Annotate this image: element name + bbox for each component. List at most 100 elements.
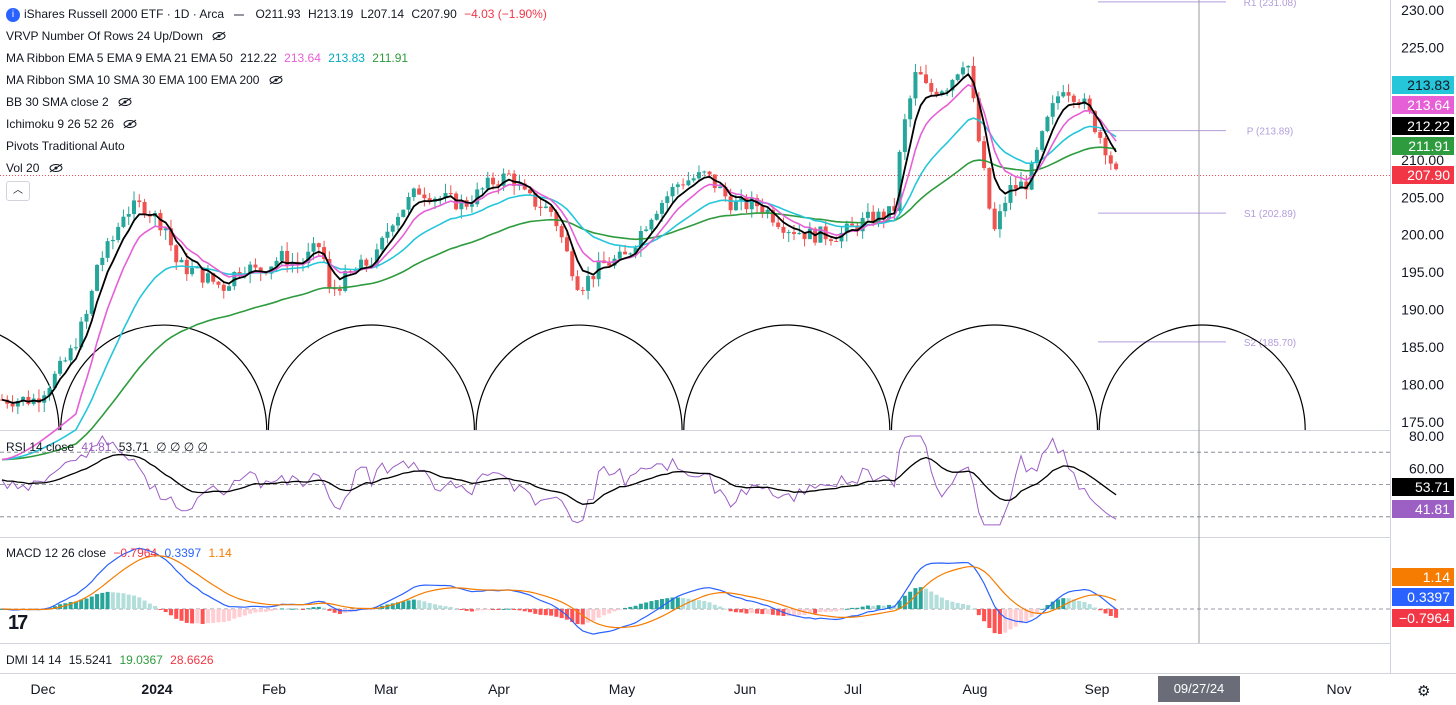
time-axis-label: Jun (734, 681, 757, 697)
macd-histogram-bar (110, 592, 115, 609)
collapse-legend-button[interactable]: ︿ (6, 181, 30, 201)
candle-body (718, 186, 723, 189)
candle-body (337, 288, 342, 291)
macd-histogram-bar (1087, 604, 1092, 609)
candle-body (844, 223, 849, 233)
candle-body (168, 228, 173, 246)
macd-histogram-bar (142, 600, 147, 609)
symbol-icon: i (6, 7, 20, 22)
symbol-legend[interactable]: i iShares Russell 2000 ETF · 1D · Arca O2… (6, 6, 547, 23)
macd-histogram-bar (887, 604, 892, 609)
candle-body (137, 200, 142, 203)
macd-histogram-bar (1061, 598, 1066, 609)
candle-body (744, 197, 749, 210)
macd-signal-value: 1.14 (208, 546, 232, 560)
macd-histogram-bar (147, 603, 152, 609)
candle-body (823, 226, 828, 240)
candle-body (902, 119, 907, 152)
dmi-legend[interactable]: DMI 14 14 15.5241 19.0367 28.6626 (6, 652, 214, 668)
candle-body (765, 209, 770, 213)
candle-body (887, 206, 892, 220)
candle-body (628, 253, 633, 255)
vrvp-legend[interactable]: VRVP Number Of Rows 24 Up/Down (6, 28, 226, 45)
candle-body (1061, 92, 1066, 97)
eye-slash-icon[interactable] (118, 95, 132, 111)
macd-histogram-bar (95, 594, 100, 609)
candle-body (105, 241, 110, 258)
candle-body (934, 91, 939, 95)
candle-body (158, 213, 163, 231)
macd-histogram-bar (918, 587, 923, 609)
macd-histogram-bar (153, 606, 158, 609)
ema-ribbon-legend[interactable]: MA Ribbon EMA 5 EMA 9 EMA 21 EMA 50 212.… (6, 50, 408, 66)
candle-body (369, 264, 374, 266)
macd-legend[interactable]: MACD 12 26 close −0.7964 0.3397 1.14 (6, 545, 232, 561)
candle-body (591, 276, 596, 280)
candle-body (163, 228, 168, 231)
bb-legend[interactable]: BB 30 SMA close 2 (6, 94, 132, 111)
candle-body (987, 168, 992, 209)
price-axis-tick: 200.00 (1401, 227, 1444, 243)
macd-histogram-bar (73, 601, 78, 609)
candle-body (142, 202, 147, 215)
macd-histogram-bar (448, 606, 453, 609)
rsi-axis-tick: 60.00 (1409, 460, 1444, 476)
eye-slash-icon[interactable] (269, 73, 283, 89)
ema5-price-tag: 212.22 (1392, 117, 1454, 135)
macd-histogram-bar (1056, 599, 1060, 609)
pivots-legend[interactable]: Pivots Traditional Auto (6, 138, 125, 154)
cycle-arc (683, 324, 891, 431)
candle-body (274, 260, 279, 267)
candle-body (1050, 103, 1055, 117)
macd-histogram-bar (52, 606, 57, 609)
macd-histogram-bar (1092, 607, 1097, 609)
macd-histogram-bar (797, 609, 802, 616)
macd-histogram-bar (670, 597, 675, 609)
macd-histogram-bar (1019, 609, 1024, 624)
candle-body (327, 258, 332, 289)
macd-histogram-bar (258, 609, 263, 613)
candle-body (543, 206, 548, 208)
macd-line-value: 0.3397 (164, 546, 202, 560)
eye-slash-icon[interactable] (123, 117, 137, 133)
candle-body (248, 264, 253, 275)
time-axis-label: Sep (1085, 681, 1110, 697)
candle-body (237, 272, 242, 275)
rsi-label: RSI 14 close (6, 440, 75, 454)
candle-body (670, 186, 675, 197)
vol-legend[interactable]: Vol 20 (6, 160, 63, 177)
macd-histogram-bar (770, 609, 775, 615)
macd-histogram-bar (929, 591, 934, 609)
ema9-value: 213.64 (284, 51, 321, 65)
bb-label: BB 30 SMA close 2 (6, 95, 109, 109)
candle-body (955, 74, 960, 80)
macd-histogram-bar (744, 609, 749, 614)
macd-histogram-bar (116, 592, 121, 609)
eye-icon[interactable] (233, 7, 245, 23)
macd-histogram-bar (184, 609, 189, 623)
gear-icon[interactable]: ⚙ (1417, 683, 1431, 700)
eye-slash-icon[interactable] (212, 29, 226, 45)
macd-histogram-bar (1013, 609, 1018, 627)
candle-body (665, 196, 670, 203)
candle-body (190, 267, 195, 275)
candle-body (865, 211, 870, 218)
vol-label: Vol 20 (6, 161, 40, 175)
sma-ribbon-legend[interactable]: MA Ribbon SMA 10 SMA 30 EMA 100 EMA 200 (6, 72, 283, 89)
candle-body (522, 183, 527, 190)
macd-signal-tag: 1.14 (1392, 568, 1454, 586)
eye-slash-icon[interactable] (49, 161, 63, 177)
ichimoku-legend[interactable]: Ichimoku 9 26 52 26 (6, 116, 137, 133)
dmi-minus-value: 28.6626 (170, 653, 214, 667)
macd-histogram-bar (1029, 609, 1034, 618)
macd-histogram-bar (681, 598, 686, 609)
candle-body (374, 249, 379, 265)
candle-body (1098, 132, 1103, 138)
rsi-legend[interactable]: RSI 14 close 41.81 53.71 ∅ ∅ ∅ ∅ (6, 439, 208, 455)
macd-histogram-bar (200, 609, 205, 624)
candle-body (617, 251, 622, 259)
macd-histogram-bar (533, 609, 538, 614)
candle-body (818, 226, 823, 243)
macd-histogram-bar (89, 596, 94, 609)
